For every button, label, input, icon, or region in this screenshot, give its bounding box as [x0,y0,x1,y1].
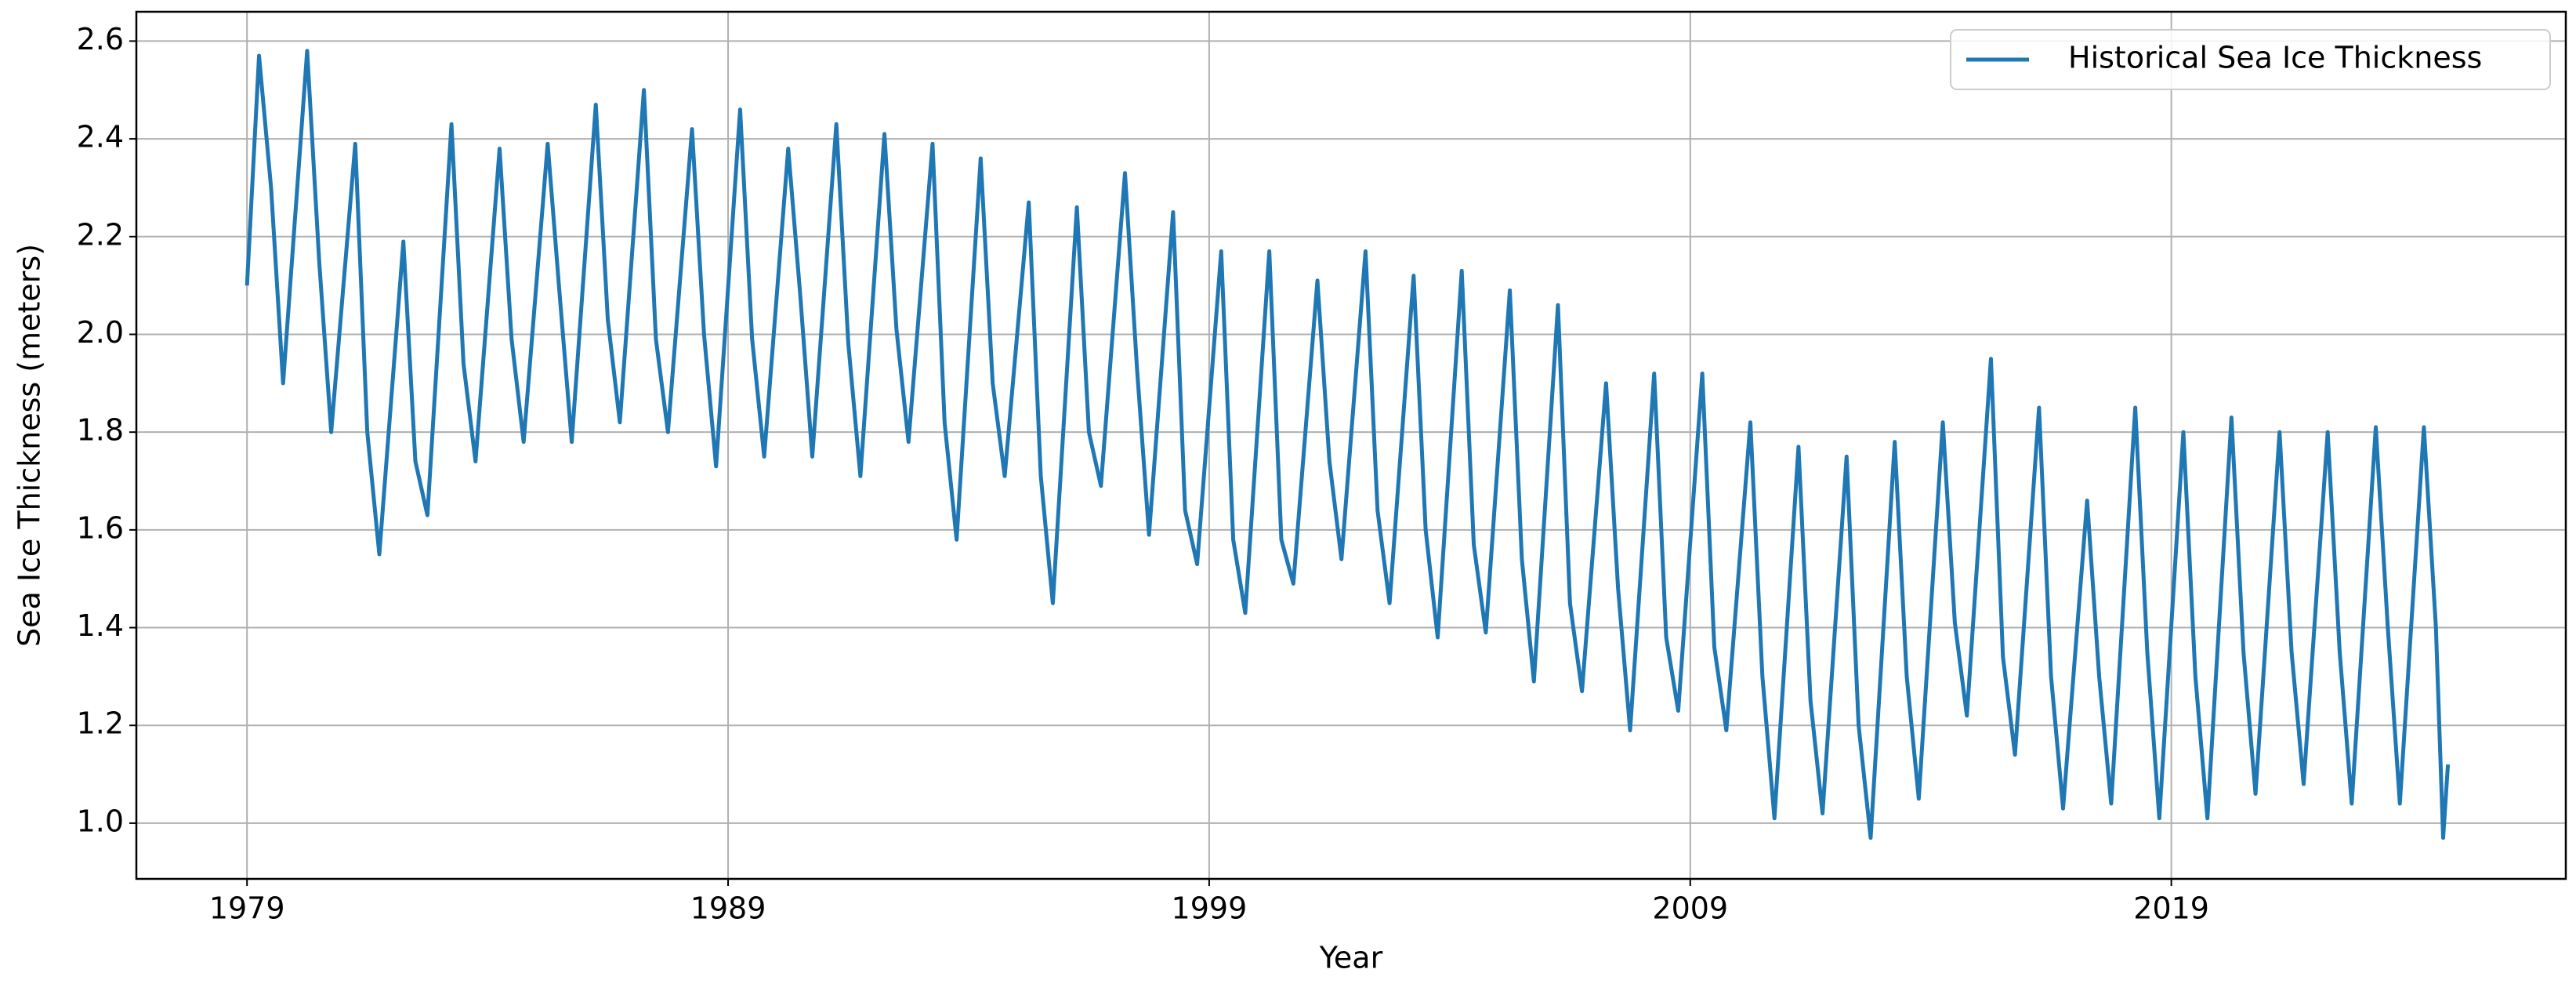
x-tick-label: 1989 [690,891,766,926]
x-tick-label: 2019 [2133,891,2209,926]
y-axis-label: Sea Ice Thickness (meters) [13,244,47,647]
data-line [245,49,2451,840]
legend-box [1950,29,2551,90]
legend-label: Historical Sea Ice Thickness [2068,41,2482,75]
x-tick-label: 2009 [1652,891,1728,926]
y-tick-label: 1.6 [77,510,124,545]
y-tick-label: 1.2 [77,706,124,741]
y-tick-label: 1.0 [77,804,124,838]
legend: Historical Sea Ice Thickness [1950,29,2551,90]
y-tick-label: 2.4 [77,120,124,154]
x-tick-label: 1979 [209,891,285,926]
axes-frame [135,10,2567,880]
y-tick-label: 1.4 [77,608,124,643]
y-tick-label: 1.8 [77,413,124,448]
y-tick-label: 2.0 [77,315,124,350]
y-tick-label: 2.2 [77,217,124,252]
plot [245,49,2451,840]
x-tick-label: 1999 [1172,891,1248,926]
x-axis-label: Year [1319,941,1383,975]
y-tick-label: 2.6 [77,22,124,56]
